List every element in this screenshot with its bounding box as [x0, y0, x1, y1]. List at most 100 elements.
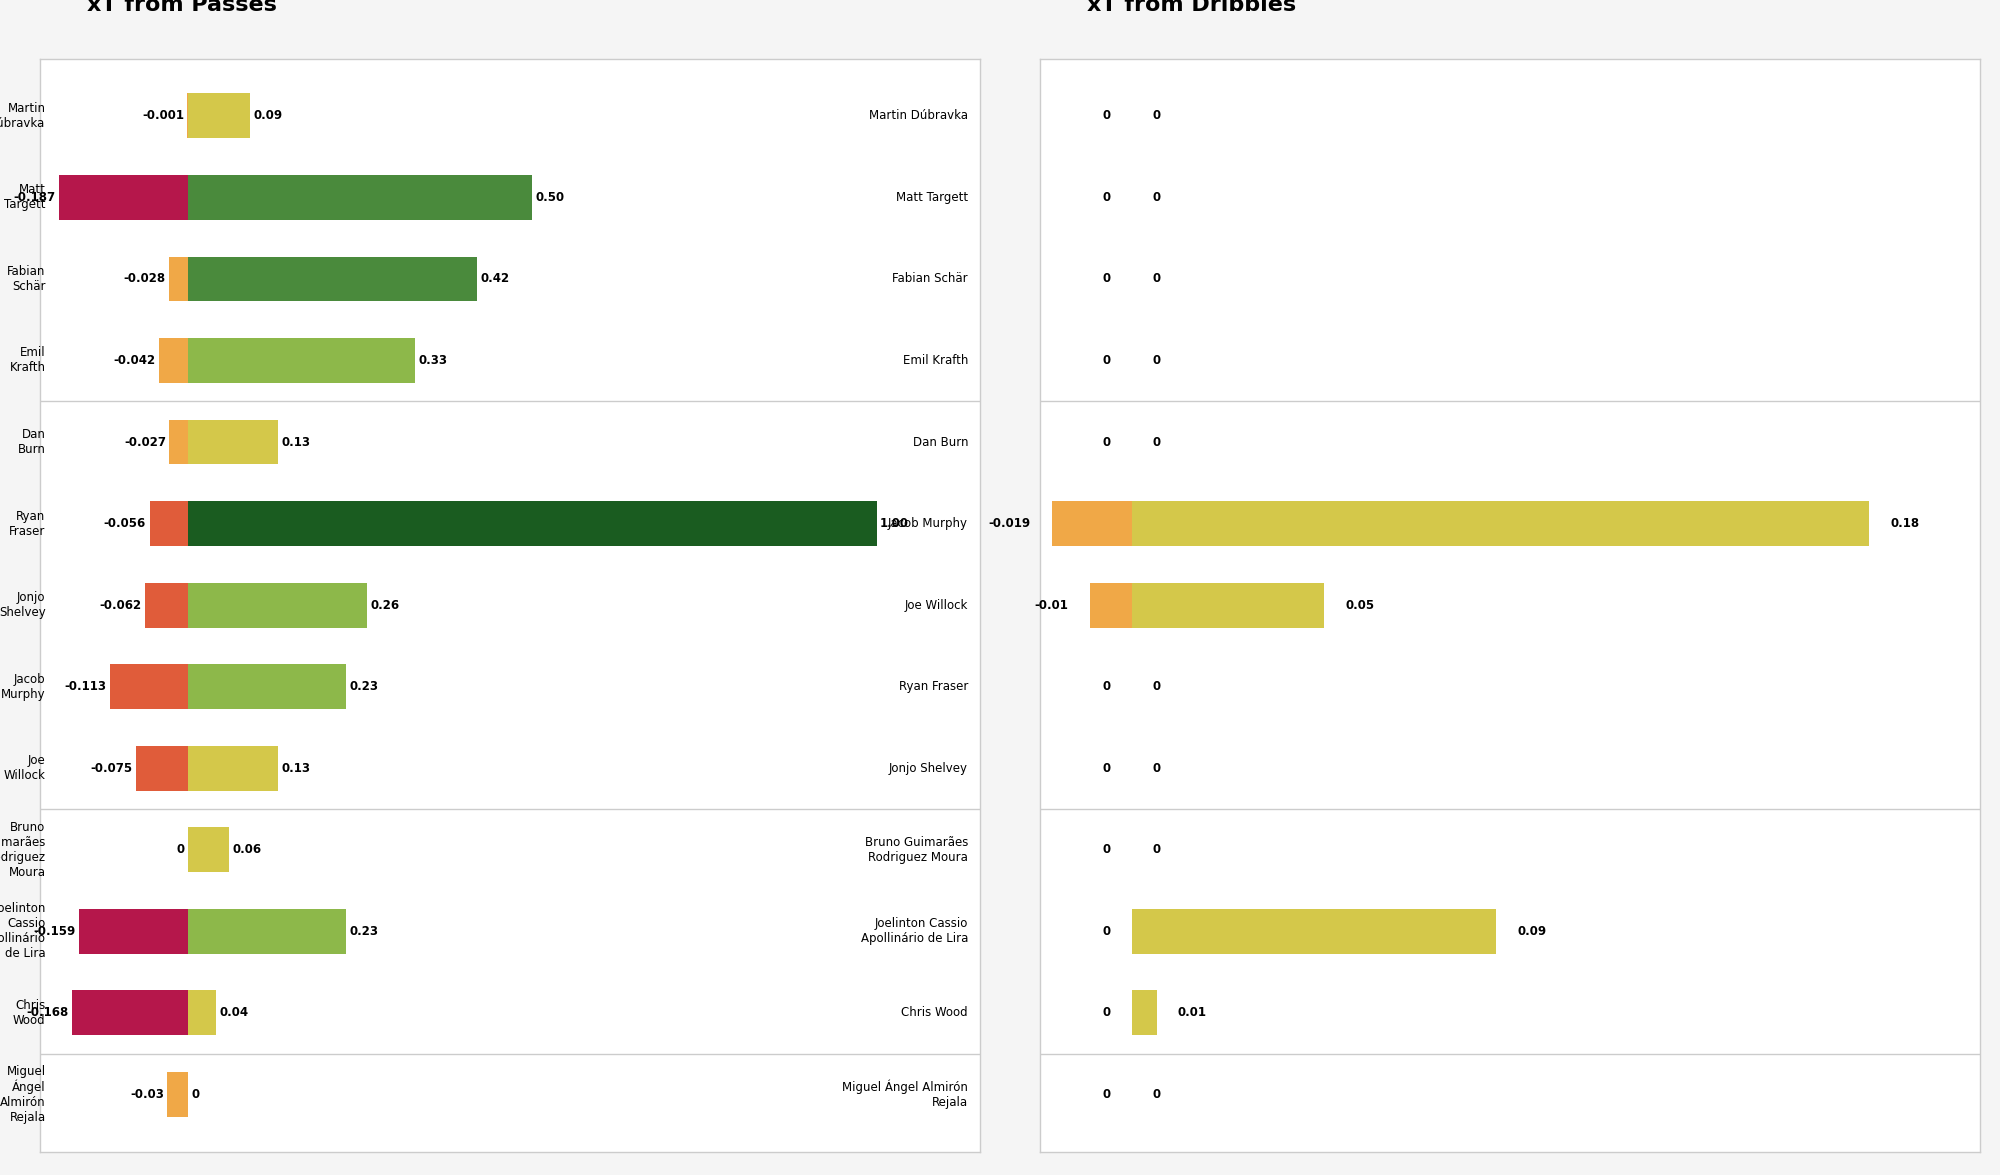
Text: Jacob Murphy: Jacob Murphy: [0, 672, 46, 700]
Bar: [188, 175, 532, 220]
Text: -0.187: -0.187: [14, 190, 56, 204]
Text: -0.062: -0.062: [100, 598, 142, 612]
Bar: [188, 664, 346, 709]
Text: Martin Dúbravka: Martin Dúbravka: [870, 109, 968, 122]
Text: Joelinton Cassio
Apollinário de Lira: Joelinton Cassio Apollinário de Lira: [0, 902, 46, 960]
Text: 0.33: 0.33: [418, 354, 448, 367]
Text: -0.019: -0.019: [988, 517, 1030, 530]
Text: 0.09: 0.09: [254, 109, 282, 122]
Text: Jonjo Shelvey: Jonjo Shelvey: [890, 761, 968, 774]
Text: 0: 0: [1102, 354, 1110, 367]
Text: 0.04: 0.04: [220, 1006, 248, 1020]
Text: 0: 0: [1152, 190, 1160, 204]
Text: xT from Dribbles: xT from Dribbles: [1088, 0, 1296, 15]
Bar: [188, 827, 230, 872]
Bar: [1052, 502, 1132, 546]
Bar: [188, 338, 416, 383]
Bar: [1090, 583, 1132, 627]
Text: 0.50: 0.50: [536, 190, 564, 204]
Text: 0: 0: [1102, 1006, 1110, 1020]
Text: 0: 0: [1152, 273, 1160, 286]
Bar: [170, 419, 188, 464]
Text: 0: 0: [176, 844, 184, 857]
Text: 0: 0: [1152, 354, 1160, 367]
Bar: [188, 502, 876, 546]
Bar: [168, 256, 188, 301]
Bar: [72, 991, 188, 1035]
Text: Chris Wood: Chris Wood: [12, 999, 46, 1027]
Bar: [1132, 909, 1496, 954]
Text: 0: 0: [1102, 925, 1110, 938]
Text: Miguel Ángel Almirón
Rejala: Miguel Ángel Almirón Rejala: [842, 1080, 968, 1109]
Bar: [60, 175, 188, 220]
Text: Joe Willock: Joe Willock: [4, 754, 46, 783]
Bar: [78, 909, 188, 954]
Text: Fabian Schär: Fabian Schär: [892, 273, 968, 286]
Text: 0.01: 0.01: [1178, 1006, 1206, 1020]
Text: -0.159: -0.159: [32, 925, 76, 938]
Text: -0.001: -0.001: [142, 109, 184, 122]
Bar: [188, 93, 250, 139]
Bar: [188, 256, 478, 301]
Text: Matt Targett: Matt Targett: [896, 190, 968, 204]
Text: Dan Burn: Dan Burn: [18, 428, 46, 456]
Text: Chris Wood: Chris Wood: [902, 1006, 968, 1020]
Bar: [136, 746, 188, 791]
Text: 0.06: 0.06: [232, 844, 262, 857]
Text: xT from Passes: xT from Passes: [88, 0, 276, 15]
Text: 0.18: 0.18: [1890, 517, 1920, 530]
Text: -0.113: -0.113: [64, 680, 106, 693]
Text: Dan Burn: Dan Burn: [912, 436, 968, 449]
Text: 0: 0: [1152, 1088, 1160, 1101]
Text: Emil Krafth: Emil Krafth: [10, 347, 46, 375]
Text: Matt Targett: Matt Targett: [4, 183, 46, 212]
Text: 0: 0: [1102, 680, 1110, 693]
Bar: [1132, 502, 1870, 546]
Bar: [188, 909, 346, 954]
Bar: [188, 583, 368, 627]
Text: 0: 0: [192, 1088, 200, 1101]
Text: -0.168: -0.168: [26, 1006, 68, 1020]
Text: 0.13: 0.13: [282, 761, 310, 774]
Text: 0.42: 0.42: [480, 273, 510, 286]
Bar: [110, 664, 188, 709]
Text: 0.23: 0.23: [350, 925, 378, 938]
Text: Jonjo Shelvey: Jonjo Shelvey: [0, 591, 46, 619]
Text: Ryan Fraser: Ryan Fraser: [10, 510, 46, 538]
Bar: [160, 338, 188, 383]
Text: -0.056: -0.056: [104, 517, 146, 530]
Text: 0: 0: [1102, 844, 1110, 857]
Text: 0.26: 0.26: [370, 598, 400, 612]
Text: -0.028: -0.028: [124, 273, 166, 286]
Text: -0.01: -0.01: [1034, 598, 1068, 612]
Text: 0: 0: [1152, 680, 1160, 693]
Text: 0: 0: [1102, 1088, 1110, 1101]
Text: Fabian Schär: Fabian Schär: [8, 264, 46, 293]
Text: -0.042: -0.042: [114, 354, 156, 367]
Text: 0.23: 0.23: [350, 680, 378, 693]
Bar: [1132, 991, 1156, 1035]
Text: Joelinton Cassio
Apollinário de Lira: Joelinton Cassio Apollinário de Lira: [860, 918, 968, 946]
Text: Martin Dúbravka: Martin Dúbravka: [0, 102, 46, 129]
Text: 0: 0: [1102, 273, 1110, 286]
Text: 0: 0: [1152, 761, 1160, 774]
Bar: [188, 991, 216, 1035]
Text: -0.03: -0.03: [130, 1088, 164, 1101]
Bar: [150, 502, 188, 546]
Text: 0.05: 0.05: [1346, 598, 1374, 612]
Text: -0.075: -0.075: [90, 761, 132, 774]
Text: 0: 0: [1152, 436, 1160, 449]
Text: -0.027: -0.027: [124, 436, 166, 449]
Text: Miguel Ángel Almirón
Rejala: Miguel Ángel Almirón Rejala: [0, 1065, 46, 1124]
Text: 0.13: 0.13: [282, 436, 310, 449]
Text: Bruno Guimarães
Rodriguez Moura: Bruno Guimarães Rodriguez Moura: [0, 821, 46, 879]
Text: Emil Krafth: Emil Krafth: [902, 354, 968, 367]
Text: 0: 0: [1102, 109, 1110, 122]
Text: Jacob Murphy: Jacob Murphy: [888, 517, 968, 530]
Bar: [1132, 583, 1324, 627]
Text: Ryan Fraser: Ryan Fraser: [898, 680, 968, 693]
Text: 0: 0: [1152, 109, 1160, 122]
Text: 0.09: 0.09: [1518, 925, 1546, 938]
Text: 0: 0: [1102, 436, 1110, 449]
Text: Joe Willock: Joe Willock: [904, 598, 968, 612]
